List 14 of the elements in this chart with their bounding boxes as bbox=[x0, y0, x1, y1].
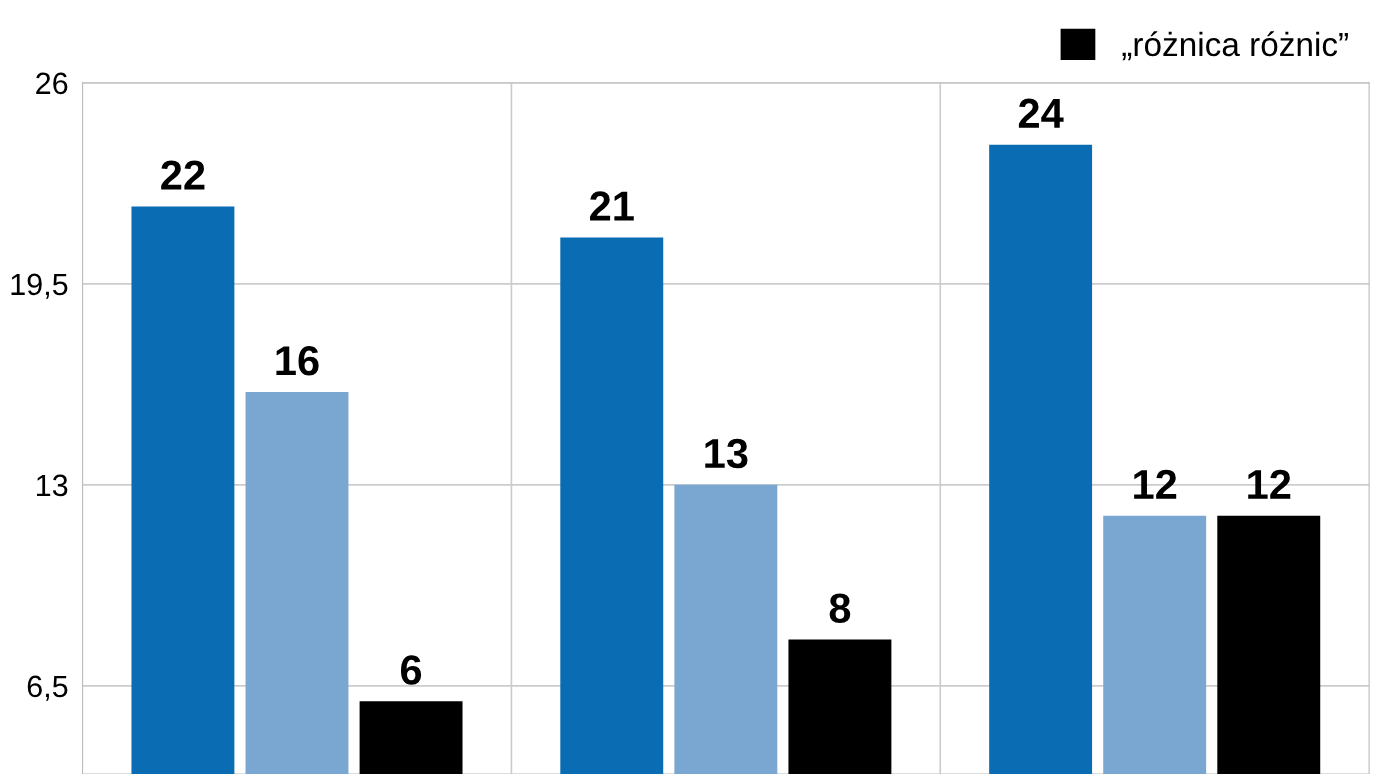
data-label: 13 bbox=[705, 438, 748, 469]
data-label: 6 bbox=[401, 655, 422, 685]
data-label: 22 bbox=[161, 160, 205, 190]
data-label: 8 bbox=[829, 593, 851, 623]
y-tick-label: 13 bbox=[37, 474, 68, 497]
y-tick-label: 6,5 bbox=[27, 675, 68, 701]
data-label: 12 bbox=[1134, 469, 1177, 499]
data-label: 21 bbox=[590, 191, 634, 221]
data-label: 24 bbox=[1018, 98, 1064, 128]
data-label: 16 bbox=[276, 346, 319, 376]
legend-label: „różnica różnic” bbox=[1122, 31, 1348, 61]
y-tick-label: 26 bbox=[36, 72, 68, 95]
data-label: 12 bbox=[1248, 469, 1291, 499]
y-tick-label: 19,5 bbox=[11, 273, 68, 299]
